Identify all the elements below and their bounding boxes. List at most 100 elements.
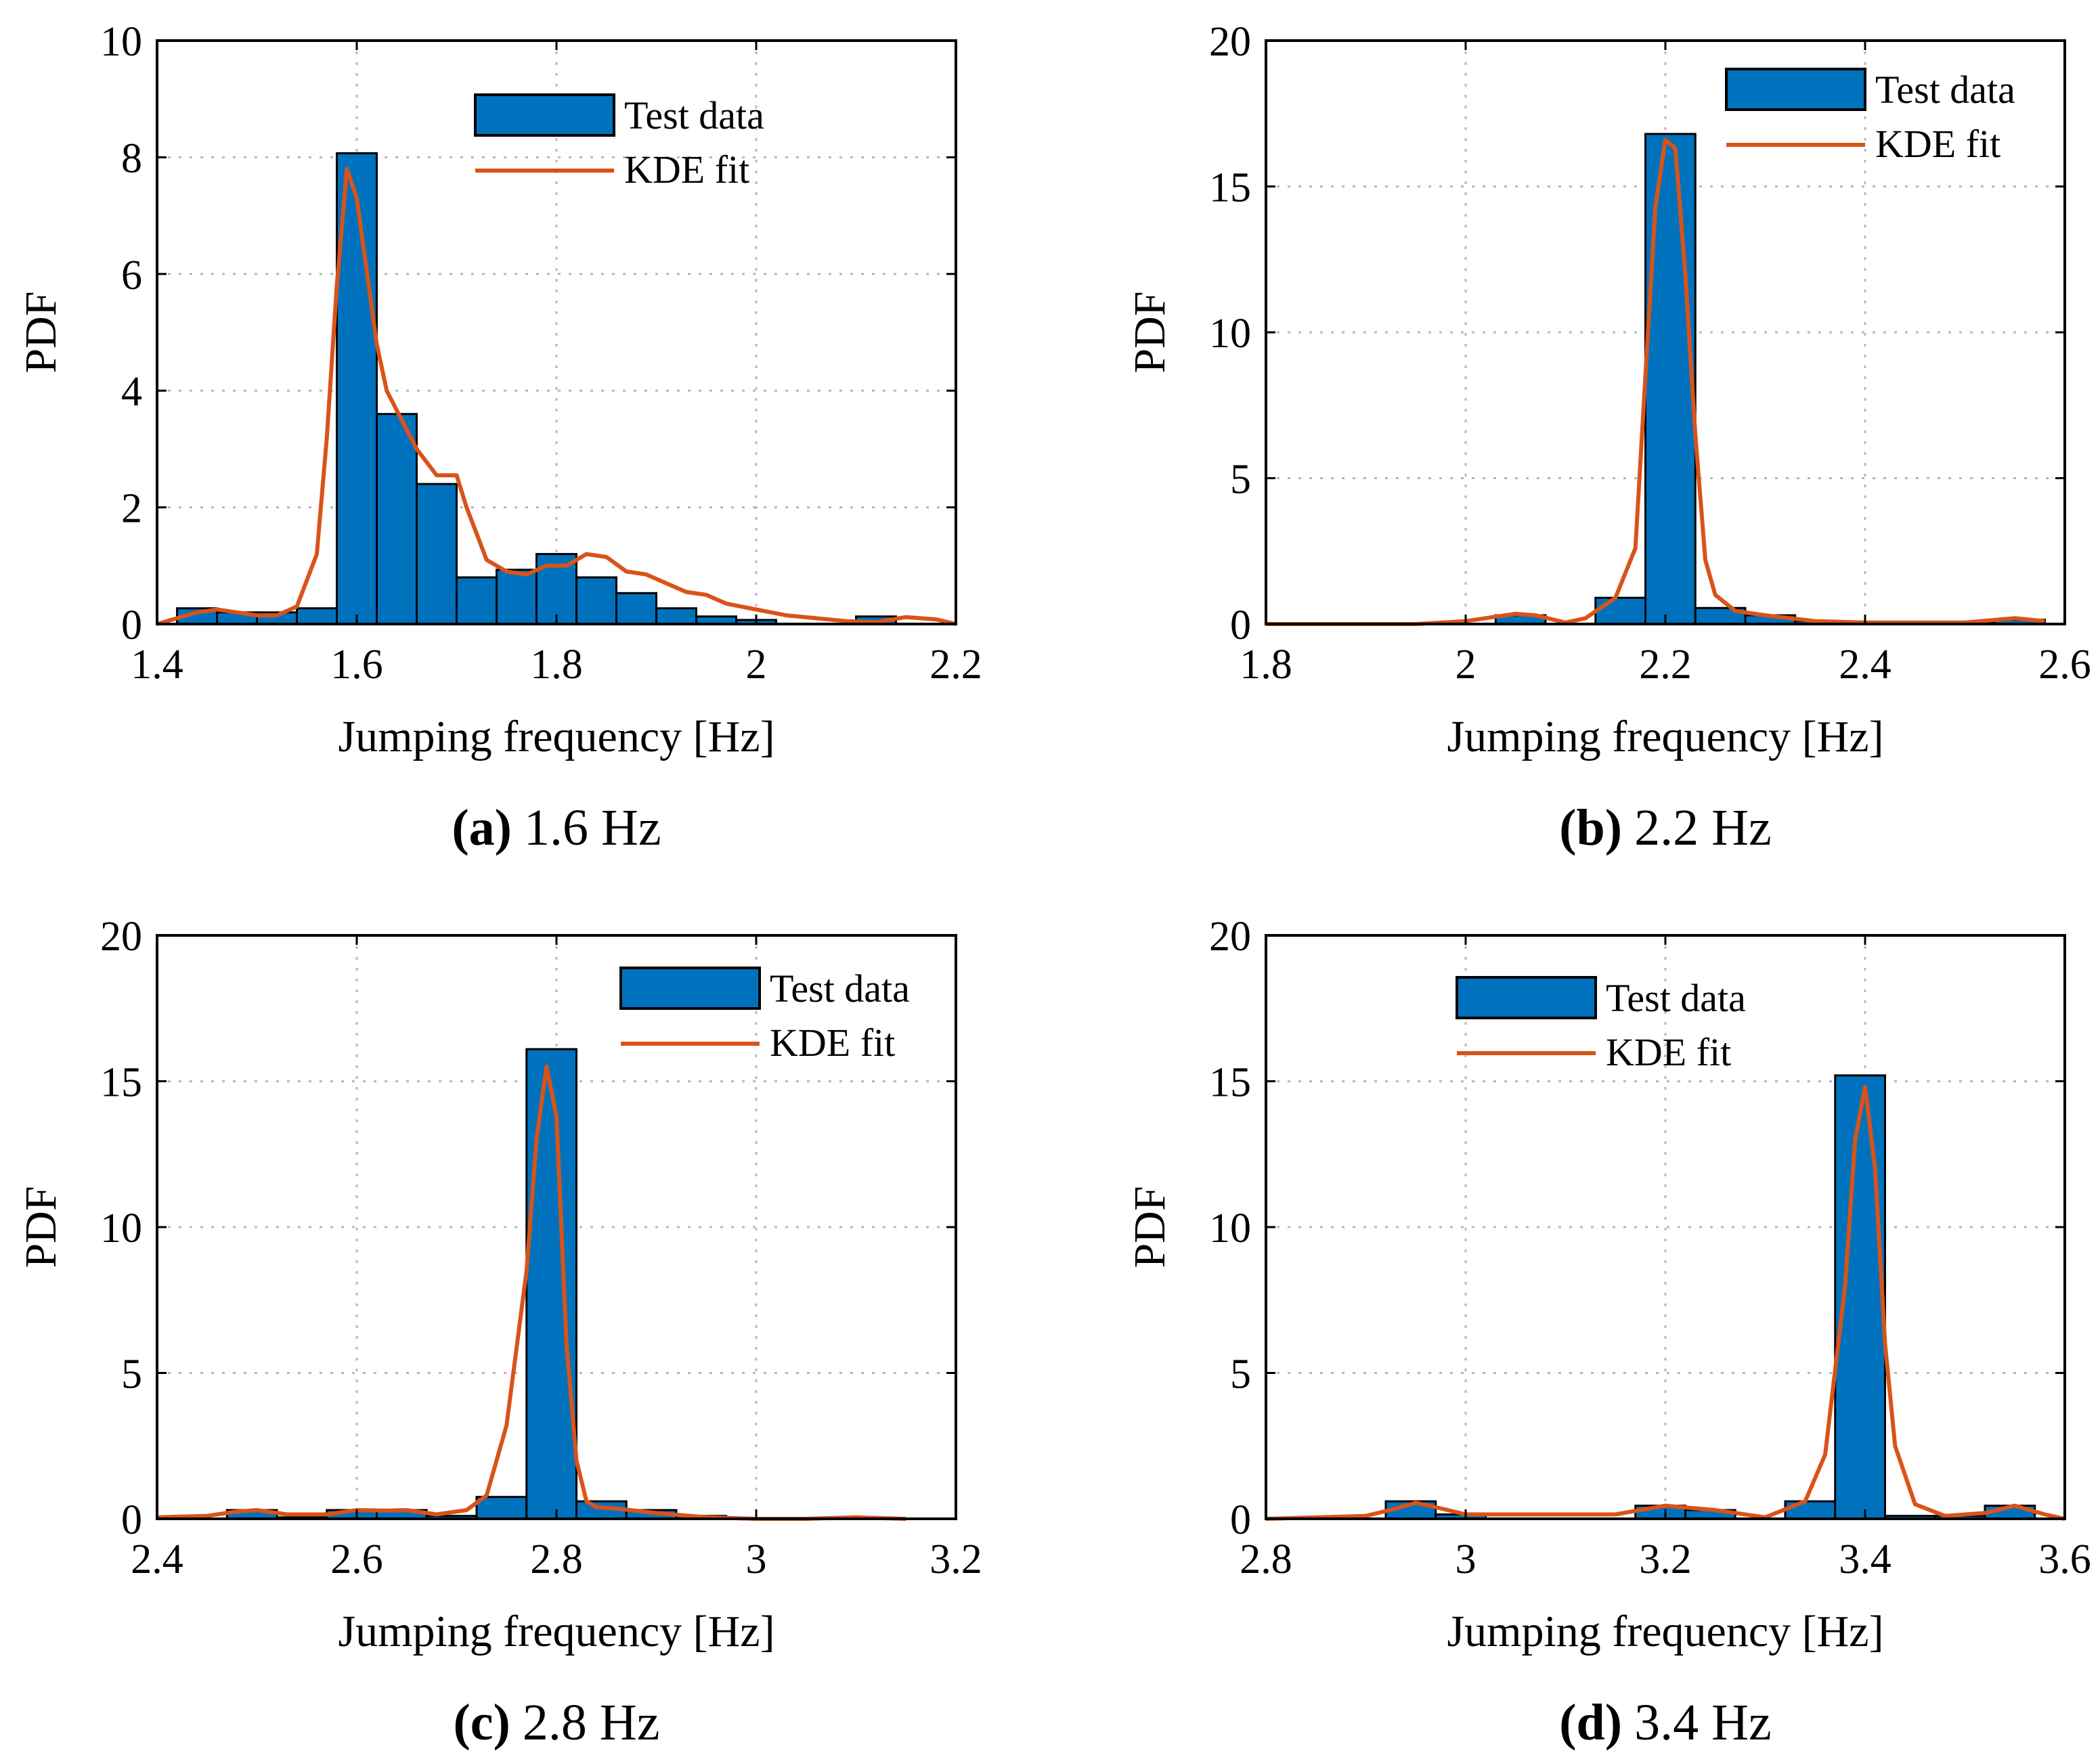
panel-caption: (c) 2.8 Hz xyxy=(454,1694,660,1751)
histogram-bar xyxy=(655,607,697,625)
legend-label-kde-fit: KDE fit xyxy=(770,1021,895,1065)
y-tick-label: 20 xyxy=(1209,914,1251,960)
legend-label-kde-fit: KDE fit xyxy=(1606,1030,1731,1074)
y-tick-label: 0 xyxy=(121,602,142,648)
kde-fit-line xyxy=(1265,1085,2065,1521)
histogram-bar xyxy=(615,592,657,625)
y-tick-label: 5 xyxy=(121,1352,142,1398)
x-tick-labels: 1.4 1.6 1.8 2 2.2 xyxy=(131,642,982,688)
panel-caption: (d) 3.4 Hz xyxy=(1559,1694,1772,1751)
y-axis-label: PDF xyxy=(16,291,66,373)
x-axis-label: Jumping frequency [Hz] xyxy=(338,1607,774,1656)
x-axis-label: Jumping frequency [Hz] xyxy=(1447,712,1883,761)
histogram-bars xyxy=(225,1048,877,1520)
x-tick-label: 2.8 xyxy=(1240,1536,1292,1582)
x-tick-labels: 2.4 2.6 2.8 3 3.2 xyxy=(131,1536,982,1582)
y-tick-labels: 0 5 10 15 20 xyxy=(1209,19,1251,648)
y-tick-label: 10 xyxy=(100,1205,142,1251)
x-tick-label: 3.4 xyxy=(1839,1536,1891,1582)
y-axis-label: PDF xyxy=(16,1186,66,1268)
x-tick-label: 1.6 xyxy=(330,642,383,688)
x-tick-label: 1.4 xyxy=(131,642,183,688)
grid-lines xyxy=(1266,935,2065,1519)
histogram-bar xyxy=(575,576,617,625)
tick-marks xyxy=(156,934,957,1520)
histogram-bar xyxy=(376,413,418,625)
x-tick-label: 2 xyxy=(1456,642,1476,688)
tick-marks xyxy=(1265,934,2066,1520)
x-tick-label: 3.2 xyxy=(1639,1536,1692,1582)
x-tick-label: 2.8 xyxy=(530,1536,583,1582)
legend-swatch-test-data xyxy=(1725,68,1866,111)
y-tick-label: 0 xyxy=(1230,1497,1251,1543)
y-tick-label: 20 xyxy=(100,914,142,960)
caption-letter: (c) xyxy=(454,1694,510,1751)
legend-label-test-data: Test data xyxy=(624,93,764,137)
y-axis-label: PDF xyxy=(1125,291,1175,373)
y-axis-label: PDF xyxy=(1125,1186,1175,1268)
y-tick-label: 6 xyxy=(121,252,142,298)
y-tick-label: 0 xyxy=(121,1497,142,1543)
kde-fit-line xyxy=(156,167,957,626)
x-tick-label: 1.8 xyxy=(530,642,583,688)
caption-text: 3.4 Hz xyxy=(1634,1694,1772,1751)
legend-label-test-data: Test data xyxy=(770,967,910,1011)
legend: Test data KDE fit xyxy=(1725,68,2015,166)
x-tick-label: 2.6 xyxy=(2038,642,2091,688)
y-tick-label: 0 xyxy=(1230,602,1251,648)
x-tick-labels: 1.8 2 2.2 2.4 2.6 xyxy=(1240,642,2091,688)
y-tick-label: 5 xyxy=(1230,1352,1251,1398)
x-tick-label: 3 xyxy=(746,1536,767,1582)
y-tick-label: 15 xyxy=(100,1060,142,1106)
legend-swatch-test-data xyxy=(1456,976,1597,1019)
histogram-bar xyxy=(416,483,458,625)
panel-c: 2.4 2.6 2.8 3 3.2 0 5 10 15 20 Test data KDE fit… xyxy=(16,914,982,1751)
y-tick-label: 10 xyxy=(100,19,142,65)
legend-label-kde-fit: KDE fit xyxy=(624,148,749,192)
legend: Test data KDE fit xyxy=(474,93,764,192)
legend: Test data KDE fit xyxy=(1456,976,1746,1074)
x-tick-label: 2.2 xyxy=(929,642,982,688)
histogram-bar xyxy=(1644,133,1697,625)
tick-marks xyxy=(156,39,957,625)
histogram-bar xyxy=(475,1496,528,1520)
x-tick-labels: 2.8 3 3.2 3.4 3.6 xyxy=(1240,1536,2091,1582)
caption-letter: (a) xyxy=(452,799,512,856)
y-tick-label: 2 xyxy=(121,486,142,532)
legend-label-kde-fit: KDE fit xyxy=(1875,122,2000,166)
histogram-bars xyxy=(176,152,897,625)
y-tick-label: 20 xyxy=(1209,19,1251,65)
y-tick-label: 4 xyxy=(121,369,142,415)
legend-swatch-test-data xyxy=(474,93,615,137)
x-axis-label: Jumping frequency [Hz] xyxy=(338,712,774,761)
legend-label-test-data: Test data xyxy=(1875,68,2015,112)
x-tick-label: 3 xyxy=(1456,1536,1476,1582)
x-tick-label: 1.8 xyxy=(1240,642,1292,688)
x-tick-label: 2 xyxy=(746,642,767,688)
legend-swatch-test-data xyxy=(619,967,761,1010)
x-tick-label: 3.2 xyxy=(929,1536,982,1582)
legend: Test data KDE fit xyxy=(619,967,910,1065)
histogram-bar xyxy=(525,1048,577,1520)
tick-marks xyxy=(1265,39,2066,625)
y-tick-label: 5 xyxy=(1230,457,1251,503)
x-tick-label: 2.2 xyxy=(1639,642,1692,688)
caption-text: 1.6 Hz xyxy=(524,799,661,856)
histogram-bar xyxy=(456,576,498,625)
y-tick-label: 8 xyxy=(121,135,142,181)
caption-letter: (b) xyxy=(1559,799,1622,856)
caption-text: 2.2 Hz xyxy=(1634,799,1772,856)
y-tick-labels: 0 5 10 15 20 xyxy=(100,914,142,1543)
y-tick-label: 15 xyxy=(1209,1060,1251,1106)
x-tick-label: 2.4 xyxy=(1839,642,1891,688)
histogram-bars xyxy=(1384,1074,2036,1520)
histogram-bar xyxy=(296,607,338,625)
kde-fit-line xyxy=(156,1064,906,1521)
panel-d: 2.8 3 3.2 3.4 3.6 0 5 10 15 20 Test data KDE fit… xyxy=(1125,914,2091,1751)
histogram-bar xyxy=(1594,596,1646,625)
caption-letter: (d) xyxy=(1559,1694,1622,1751)
legend-label-test-data: Test data xyxy=(1606,976,1746,1020)
x-tick-label: 2.6 xyxy=(330,1536,383,1582)
